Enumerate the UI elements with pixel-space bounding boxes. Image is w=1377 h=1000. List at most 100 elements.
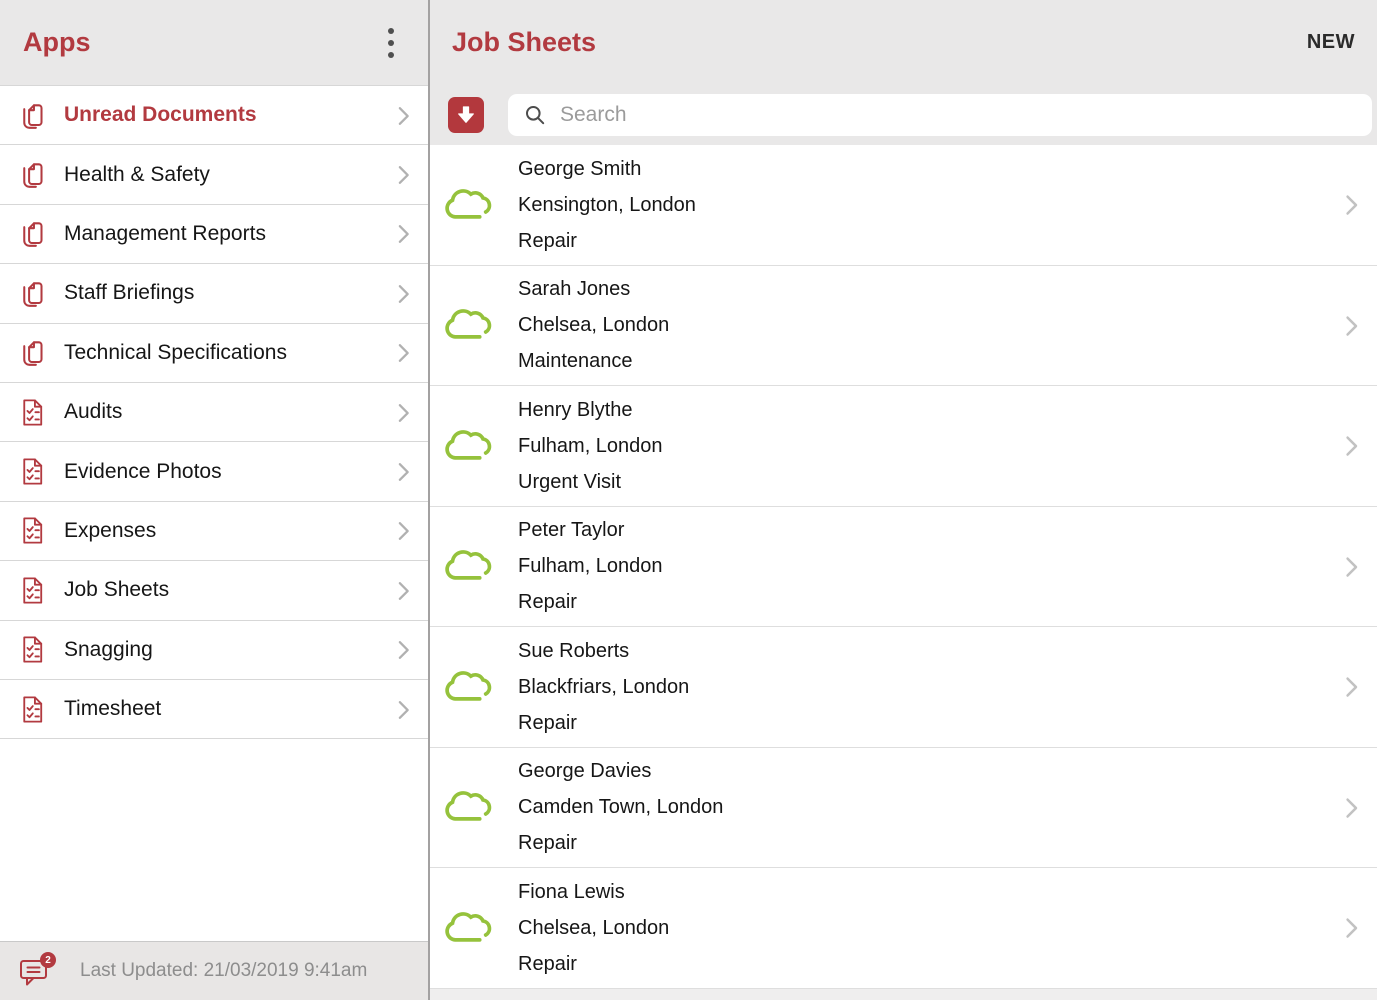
job-name: Fiona Lewis	[518, 880, 625, 903]
job-row[interactable]: Sue Roberts Blackfriars, London Repair	[430, 627, 1377, 748]
page-title: Job Sheets	[452, 27, 597, 57]
sidebar-item-expenses[interactable]: Expenses	[0, 501, 428, 562]
cloud-sync-icon	[443, 425, 497, 467]
sidebar-header: Apps	[0, 0, 428, 85]
sidebar-item-label: Job Sheets	[64, 578, 170, 602]
sidebar-item-timesheet[interactable]: Timesheet	[0, 679, 428, 740]
kebab-menu-icon[interactable]	[384, 24, 398, 62]
job-row[interactable]: Sarah Jones Chelsea, London Maintenance	[430, 265, 1377, 386]
chevron-right-icon	[391, 459, 416, 484]
chevron-right-icon	[1338, 794, 1365, 821]
search-icon	[523, 103, 547, 127]
sidebar-item-label: Unread Documents	[64, 103, 257, 127]
sidebar-item-health-safety[interactable]: Health & Safety	[0, 145, 428, 205]
sidebar-item-audits[interactable]: Audits	[0, 382, 428, 443]
documents-icon	[17, 218, 48, 249]
chevron-right-icon	[391, 103, 416, 128]
chevron-right-icon	[391, 400, 416, 425]
job-location: Chelsea, London	[518, 314, 670, 337]
job-name: George Davies	[518, 760, 652, 783]
main-header: Job Sheets NEW	[430, 0, 1377, 85]
chevron-right-icon	[1338, 191, 1365, 218]
apps-title: Apps	[23, 27, 91, 57]
sidebar-item-job-sheets[interactable]: Job Sheets	[0, 561, 428, 621]
chevron-right-icon	[1338, 432, 1365, 459]
checklist-icon	[17, 397, 48, 428]
chevron-right-icon	[1338, 312, 1365, 339]
sidebar-list: Unread Documents Health & Safety Managem…	[0, 85, 428, 740]
chevron-right-icon	[391, 281, 416, 306]
job-name: Sarah Jones	[518, 278, 631, 301]
sidebar-item-management-reports[interactable]: Management Reports	[0, 204, 428, 265]
sidebar-item-label: Management Reports	[64, 221, 266, 245]
job-row[interactable]: Henry Blythe Fulham, London Urgent Visit	[430, 386, 1377, 507]
chevron-right-icon	[391, 637, 416, 662]
job-details: Peter Taylor Fulham, London Repair	[518, 512, 1338, 620]
sidebar-item-label: Snagging	[64, 637, 153, 661]
job-details: George Davies Camden Town, London Repair	[518, 753, 1338, 861]
search-box[interactable]	[508, 94, 1372, 136]
cloud-sync-icon	[443, 786, 497, 828]
job-sheets-panel: Job Sheets NEW George Smith Kensington, …	[430, 0, 1377, 1000]
job-name: Peter Taylor	[518, 519, 625, 542]
unread-count-badge: 2	[40, 952, 56, 968]
cloud-sync-icon	[443, 304, 497, 346]
job-location: Fulham, London	[518, 555, 663, 578]
message-badge-icon: 2	[18, 952, 56, 988]
job-row[interactable]: Fiona Lewis Chelsea, London Repair	[430, 868, 1377, 989]
sidebar-item-unread-documents[interactable]: Unread Documents	[0, 86, 428, 146]
checklist-icon	[17, 634, 48, 665]
cloud-sync-icon	[443, 184, 497, 226]
checklist-icon	[17, 575, 48, 606]
documents-icon	[17, 159, 48, 190]
job-row[interactable]: George Davies Camden Town, London Repair	[430, 747, 1377, 868]
sidebar-item-label: Timesheet	[64, 697, 162, 721]
chevron-right-icon	[391, 340, 416, 365]
job-type: Repair	[518, 711, 577, 734]
documents-icon	[17, 100, 48, 131]
new-button[interactable]: NEW	[1306, 31, 1355, 53]
download-button[interactable]	[448, 97, 484, 133]
last-updated-text: Last Updated: 21/03/2019 9:41am	[80, 960, 368, 981]
sidebar-item-label: Technical Specifications	[64, 340, 287, 364]
chevron-right-icon	[1338, 553, 1365, 580]
sidebar-item-snagging[interactable]: Snagging	[0, 620, 428, 680]
sidebar: Apps Unread Documents Health & Safety Ma…	[0, 0, 430, 1000]
checklist-icon	[17, 515, 48, 546]
sidebar-item-label: Audits	[64, 400, 123, 424]
sidebar-item-label: Staff Briefings	[64, 281, 195, 305]
sidebar-item-label: Health & Safety	[64, 162, 210, 186]
search-input[interactable]	[560, 103, 1360, 127]
job-list: George Smith Kensington, London Repair S…	[430, 145, 1377, 1000]
sidebar-item-label: Expenses	[64, 518, 157, 542]
job-name: George Smith	[518, 157, 642, 180]
job-name: Sue Roberts	[518, 639, 630, 662]
job-type: Repair	[518, 229, 577, 252]
chevron-right-icon	[391, 697, 416, 722]
job-name: Henry Blythe	[518, 398, 633, 421]
job-details: Sue Roberts Blackfriars, London Repair	[518, 633, 1338, 741]
job-location: Fulham, London	[518, 434, 663, 457]
job-details: George Smith Kensington, London Repair	[518, 151, 1338, 259]
sidebar-item-evidence-photos[interactable]: Evidence Photos	[0, 442, 428, 502]
checklist-icon	[17, 456, 48, 487]
sidebar-item-technical-specifications[interactable]: Technical Specifications	[0, 323, 428, 383]
job-type: Urgent Visit	[518, 470, 622, 493]
chevron-right-icon	[391, 221, 416, 246]
job-details: Henry Blythe Fulham, London Urgent Visit	[518, 392, 1338, 500]
job-row[interactable]: Peter Taylor Fulham, London Repair	[430, 506, 1377, 627]
documents-icon	[17, 337, 48, 368]
job-location: Chelsea, London	[518, 916, 670, 939]
chevron-right-icon	[391, 578, 416, 603]
sidebar-item-staff-briefings[interactable]: Staff Briefings	[0, 264, 428, 324]
job-location: Kensington, London	[518, 193, 696, 216]
job-type: Repair	[518, 591, 577, 614]
cloud-sync-icon	[443, 666, 497, 708]
job-location: Camden Town, London	[518, 796, 724, 819]
chevron-right-icon	[1338, 914, 1365, 941]
job-row[interactable]: George Smith Kensington, London Repair	[430, 145, 1377, 266]
job-type: Repair	[518, 832, 577, 855]
sidebar-item-label: Evidence Photos	[64, 459, 222, 483]
download-icon	[453, 102, 479, 128]
chevron-right-icon	[1338, 673, 1365, 700]
